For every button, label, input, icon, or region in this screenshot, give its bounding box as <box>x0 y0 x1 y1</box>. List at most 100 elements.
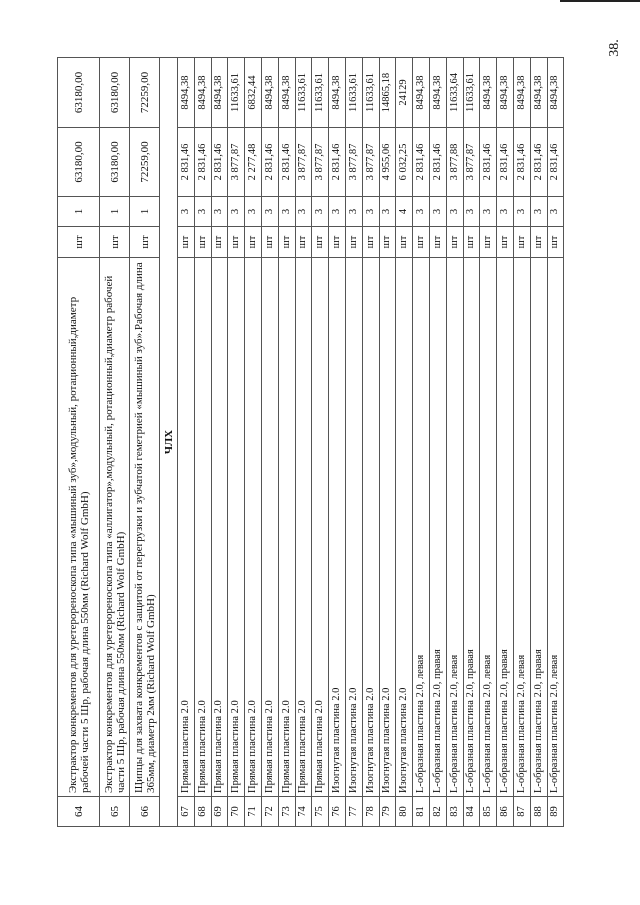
item-name: Прямая пластина 2.0 <box>244 257 262 797</box>
unit: шт <box>362 226 380 258</box>
quantity: 3 <box>211 196 228 227</box>
unit: шт <box>295 226 312 258</box>
unit-price: 4 955,06 <box>379 127 396 197</box>
unit-price: 3 877,87 <box>345 127 363 197</box>
item-name: L-образная пластина 2.0, правая <box>463 257 480 797</box>
total-price: 72259,00 <box>129 57 160 128</box>
table-row: 88 L-образная пластина 2.0, правая шт 3 2 83… <box>530 57 548 827</box>
unit-price: 2 831,46 <box>496 127 514 197</box>
unit: шт <box>211 226 228 258</box>
item-name: Прямая пластина 2.0 <box>177 257 195 797</box>
unit: шт <box>57 226 100 258</box>
unit: шт <box>129 226 160 258</box>
item-name: Прямая пластина 2.0 <box>311 257 329 797</box>
total-price: 8494,38 <box>547 57 564 128</box>
row-number: 87 <box>513 796 531 827</box>
row-number: 89 <box>547 796 564 827</box>
price-table: 64 Экстрактор конкрементов для уретерорен… <box>57 57 564 827</box>
total-price: 11633,61 <box>227 57 245 128</box>
unit: шт <box>496 226 514 258</box>
table-row: 64 Экстрактор конкрементов для уретерорен… <box>57 57 100 827</box>
unit: шт <box>463 226 480 258</box>
total-price: 8494,38 <box>412 57 430 128</box>
section-header-row: ЧЛХ <box>159 57 178 827</box>
total-price: 63180,00 <box>99 57 130 128</box>
total-price: 63180,00 <box>57 57 100 128</box>
item-name: L-образная пластина 2.0, левая <box>513 257 531 797</box>
item-name: L-образная пластина 2.0, левая <box>446 257 464 797</box>
item-name: Изогнутая пластина 2.0 <box>395 257 413 797</box>
table-row: 76 Изогнутая пластина 2.0 шт 3 2 831,46 8494,… <box>328 57 346 827</box>
item-name: Изогнутая пластина 2.0 <box>379 257 396 797</box>
quantity: 3 <box>244 196 262 227</box>
row-number: 76 <box>328 796 346 827</box>
quantity: 3 <box>311 196 329 227</box>
unit: шт <box>328 226 346 258</box>
unit-price: 3 877,87 <box>311 127 329 197</box>
unit-price: 2 831,46 <box>429 127 447 197</box>
table-row: 77 Изогнутая пластина 2.0 шт 3 3 877,87 11633… <box>345 57 363 827</box>
item-name: L-образная пластина 2.0, правая <box>496 257 514 797</box>
unit-price: 2 831,46 <box>261 127 279 197</box>
rotated-table-container: 64 Экстрактор конкрементов для уретерорен… <box>57 57 564 827</box>
row-number: 77 <box>345 796 363 827</box>
unit-price: 63180,00 <box>57 127 100 197</box>
table-row: 87 L-образная пластина 2.0, левая шт 3 2 831… <box>513 57 531 827</box>
total-price: 11633,61 <box>463 57 480 128</box>
total-price: 8494,38 <box>278 57 296 128</box>
item-name: Щипцы для захвата конкрементов с защитой… <box>129 257 160 797</box>
total-price: 8494,38 <box>328 57 346 128</box>
quantity: 3 <box>379 196 396 227</box>
total-price: 14865,18 <box>379 57 396 128</box>
unit-price: 3 877,87 <box>227 127 245 197</box>
row-number: 69 <box>211 796 228 827</box>
row-number: 70 <box>227 796 245 827</box>
item-name: Экстрактор конкрементов для уретероренос… <box>99 257 130 797</box>
item-name: Прямая пластина 2.0 <box>227 257 245 797</box>
unit-price: 2 831,46 <box>547 127 564 197</box>
unit-price: 2 831,46 <box>328 127 346 197</box>
item-name: Прямая пластина 2.0 <box>261 257 279 797</box>
unit-price: 2 277,48 <box>244 127 262 197</box>
quantity: 3 <box>328 196 346 227</box>
unit: шт <box>412 226 430 258</box>
total-price: 8494,38 <box>513 57 531 128</box>
quantity: 1 <box>129 196 160 227</box>
unit: шт <box>345 226 363 258</box>
table-row: 82 L-образная пластина 2.0, правая шт 3 2 83… <box>429 57 447 827</box>
row-number: 74 <box>295 796 312 827</box>
table-row: 68 Прямая пластина 2.0 шт 3 2 831,46 8494,38 <box>194 57 212 827</box>
total-price: 8494,38 <box>211 57 228 128</box>
unit-price: 3 877,88 <box>446 127 464 197</box>
item-name: L-образная пластина 2.0, левая <box>547 257 564 797</box>
quantity: 3 <box>479 196 497 227</box>
quantity: 3 <box>513 196 531 227</box>
row-number: 66 <box>129 796 160 827</box>
row-number: 84 <box>463 796 480 827</box>
total-price: 8494,38 <box>530 57 548 128</box>
item-name: L-образная пластина 2.0, правая <box>530 257 548 797</box>
total-price: 24129 <box>395 57 413 128</box>
row-number: 85 <box>479 796 497 827</box>
quantity: 3 <box>295 196 312 227</box>
unit: шт <box>227 226 245 258</box>
unit-price: 2 831,46 <box>194 127 212 197</box>
unit: шт <box>429 226 447 258</box>
total-price: 8494,38 <box>261 57 279 128</box>
row-number: 65 <box>99 796 130 827</box>
row-number: 68 <box>194 796 212 827</box>
table-row: 69 Прямая пластина 2.0 шт 3 2 831,46 8494,38 <box>211 57 228 827</box>
quantity: 3 <box>463 196 480 227</box>
table-row: 89 L-образная пластина 2.0, левая шт 3 2 831… <box>547 57 564 827</box>
item-name: Прямая пластина 2.0 <box>211 257 228 797</box>
quantity: 3 <box>547 196 564 227</box>
item-name: L-образная пластина 2.0, правая <box>429 257 447 797</box>
item-name: L-образная пластина 2.0, левая <box>412 257 430 797</box>
item-name: Прямая пластина 2.0 <box>278 257 296 797</box>
table-row: 74 Прямая пластина 2.0 шт 3 3 877,87 11633,61 <box>295 57 312 827</box>
quantity: 3 <box>496 196 514 227</box>
unit: шт <box>479 226 497 258</box>
unit-price: 72259,00 <box>129 127 160 197</box>
unit: шт <box>446 226 464 258</box>
table-row: 80 Изогнутая пластина 2.0 шт 4 6 032,25 24129 <box>395 57 413 827</box>
